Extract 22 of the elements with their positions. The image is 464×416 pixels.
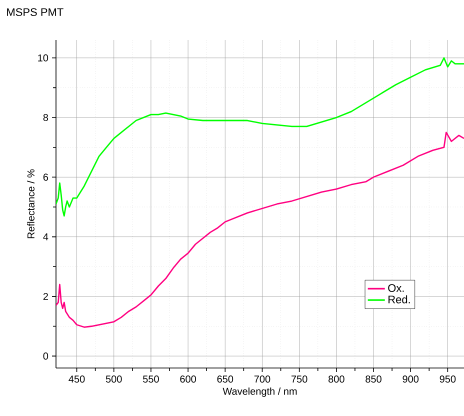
x-tick-label: 750 [291,376,308,383]
legend-label: Ox. [388,284,404,292]
x-tick-label: 950 [440,376,456,383]
x-tick-label: 650 [217,376,234,383]
x-axis-title: Wavelength / nm [222,387,297,397]
y-tick-label: 10 [38,54,48,62]
x-tick-label: 600 [180,376,196,383]
chart-title: MSPS PMT [7,8,64,16]
x-tick-label: 700 [254,376,270,383]
y-tick-label: 4 [43,233,48,240]
x-tick-label: 900 [402,376,419,383]
y-tick-label: 2 [43,292,48,300]
x-tick-label: 850 [366,376,382,383]
legend-label: Red. [388,295,410,304]
x-tick-label: 550 [143,376,159,383]
x-tick-label: 500 [106,376,122,383]
x-tick-label: 450 [68,376,85,383]
y-tick-label: 6 [43,174,48,181]
y-axis-title: Reflectance / % [27,169,34,238]
y-tick-label: 0 [43,352,48,360]
x-tick-label: 800 [328,376,344,383]
y-tick-label: 8 [43,114,48,122]
